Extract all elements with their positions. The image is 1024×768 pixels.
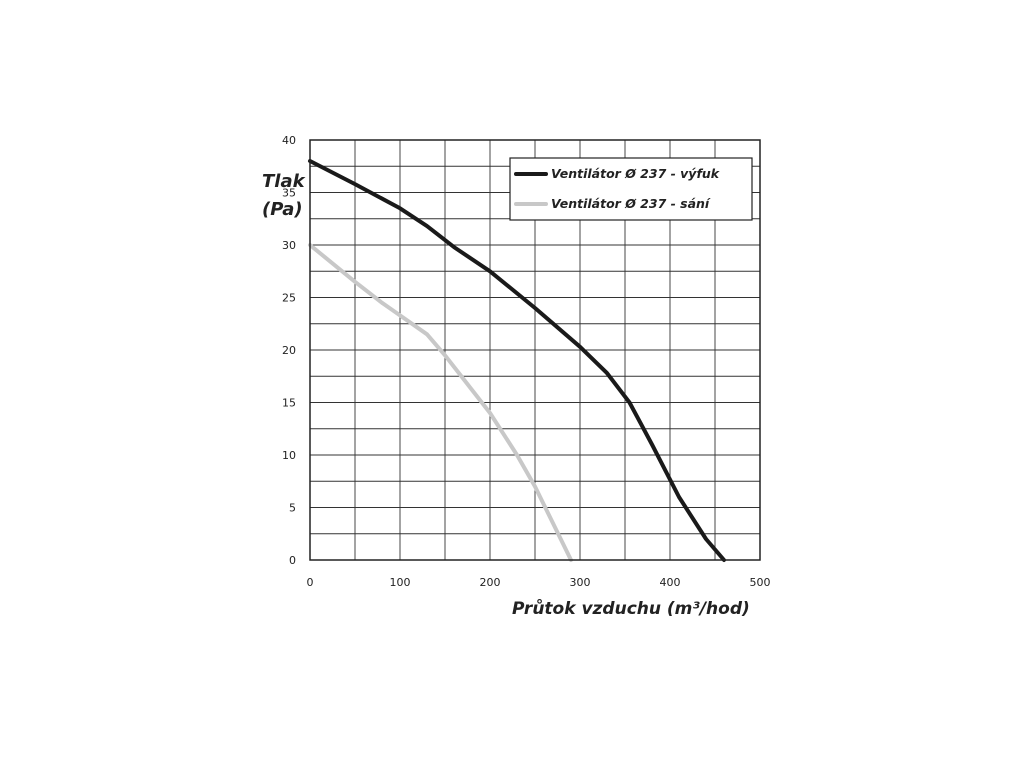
y-tick-label: 0: [289, 554, 296, 567]
y-tick-label: 35: [282, 187, 296, 200]
legend-label-sani: Ventilátor Ø 237 - sání: [551, 196, 711, 211]
legend-box: [509, 157, 753, 221]
y-tick-label: 15: [282, 397, 296, 410]
y-tick-label: 10: [282, 449, 296, 462]
y-tick-label: 25: [282, 292, 296, 305]
x-tick-label: 500: [750, 576, 771, 589]
y-axis-title-line1: Tlak: [262, 171, 306, 192]
y-tick-label: 30: [282, 239, 296, 252]
legend: Ventilátor Ø 237 - výfuk Ventilátor Ø 23…: [509, 157, 753, 221]
y-tick-label: 5: [289, 502, 296, 515]
series-line-1: [308, 243, 573, 562]
y-tick-label: 20: [282, 344, 296, 357]
x-tick-label: 0: [307, 576, 314, 589]
y-tick-label: 40: [282, 134, 296, 147]
series-lines: [308, 159, 726, 562]
x-tick-label: 400: [660, 576, 681, 589]
x-tick-label: 100: [390, 576, 411, 589]
series-line-0: [308, 159, 726, 562]
x-tick-label: 300: [570, 576, 591, 589]
x-axis-title: Průtok vzduchu (m³/hod): [512, 598, 750, 619]
plot-frame: [309, 139, 761, 561]
legend-label-vyfuk: Ventilátor Ø 237 - výfuk: [551, 166, 720, 181]
y-axis-title-line2: (Pa): [262, 199, 303, 220]
tick-labels: 0 100 200 300 400 500 0 5 10 15 20 25 30 35 40: [282, 134, 771, 589]
x-tick-label: 200: [480, 576, 501, 589]
